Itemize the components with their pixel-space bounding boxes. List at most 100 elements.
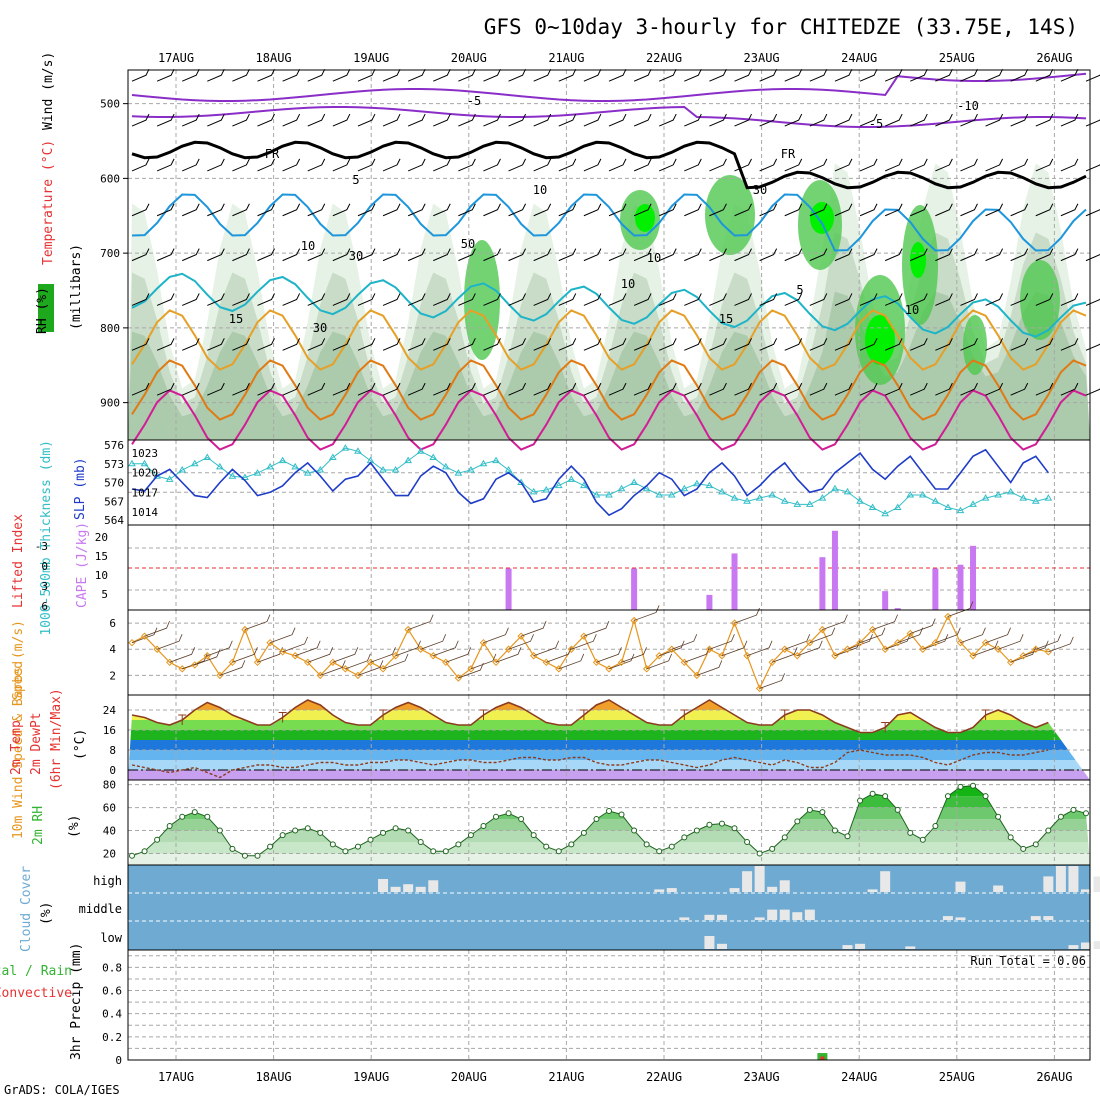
cloud-bar-low <box>716 943 727 949</box>
cape-bar <box>819 557 826 610</box>
wind-barb-10m <box>282 636 308 653</box>
wind-barb <box>332 293 351 306</box>
thickness-point <box>680 484 689 492</box>
wind-barb <box>433 203 451 217</box>
wind-barb <box>935 68 953 82</box>
wind-speed-point <box>329 658 337 667</box>
date-label-bottom: 20AUG <box>451 1070 487 1084</box>
wind-barb <box>508 158 527 172</box>
contour-label: 10 <box>905 303 919 317</box>
wind-speed-point <box>605 665 613 673</box>
thickness-point <box>554 481 563 489</box>
wind-barb <box>232 293 250 306</box>
rh2m-point <box>894 806 901 813</box>
wind-speed-point <box>894 638 902 647</box>
wind-barb <box>257 382 275 396</box>
wind-barb <box>508 203 527 217</box>
wind-barb <box>156 68 175 82</box>
cloud-bar-high <box>1068 866 1079 892</box>
wind-barb <box>382 248 401 262</box>
rh2m-point <box>166 822 173 829</box>
date-label-top: 20AUG <box>451 51 487 65</box>
wind-barb <box>207 68 225 82</box>
precip-tick-label: 0.8 <box>102 961 122 974</box>
cape-tick-label: 5 <box>101 588 108 601</box>
wind-barb <box>332 68 351 82</box>
contour-label: 10 <box>647 251 661 265</box>
cloud-axis-unit: (%) <box>39 902 54 925</box>
wind-barb-10m <box>972 640 999 657</box>
wind-barb <box>884 203 903 217</box>
wind-barb-10m <box>533 640 560 657</box>
wind-barb <box>659 68 677 82</box>
wind-barb <box>759 68 778 82</box>
wind-barb-10m <box>709 634 735 650</box>
rh2m-point <box>995 813 1002 820</box>
wind-barb <box>407 203 426 217</box>
wind-barb <box>884 382 903 396</box>
wind-barb-10m <box>433 640 459 657</box>
temp-axis-label-4: (°C) <box>73 729 88 760</box>
rh2m-point <box>606 808 612 815</box>
cape-axis-label: CAPE (J/kg) <box>75 522 90 608</box>
wind-barb <box>458 293 476 306</box>
wind-barb <box>558 113 577 127</box>
wind-barb <box>433 68 451 82</box>
thickness-point <box>667 491 676 498</box>
wind-barb-10m <box>182 653 208 670</box>
wind-speed-point <box>743 652 751 660</box>
wind-barb <box>583 68 602 82</box>
wind-barb <box>659 158 677 172</box>
wind-barb <box>533 338 552 351</box>
wind-barb <box>332 338 351 351</box>
rh2m-point <box>555 848 562 855</box>
wind-barb <box>332 203 351 217</box>
temp-minmax-bar <box>680 709 689 720</box>
wind-barb <box>834 113 853 127</box>
temp-color-band <box>128 750 1090 760</box>
temp-color-band <box>128 720 1090 730</box>
wind-speed-point <box>492 658 500 667</box>
wind-speed-point <box>354 671 362 680</box>
cloud-bar-low <box>1081 942 1091 949</box>
wind-speed-line <box>131 615 1049 691</box>
thickness-point <box>843 487 852 495</box>
rh2m-point <box>857 797 864 804</box>
wind-barb <box>558 158 577 172</box>
wind-barb <box>960 203 978 217</box>
wind-barb <box>633 382 652 396</box>
wind-speed-point <box>931 638 940 647</box>
wind-barb <box>232 248 250 262</box>
rh-color-band <box>128 819 1090 831</box>
rh2m-point <box>756 850 763 857</box>
wind-speed-point <box>919 645 927 653</box>
rh2m-point <box>141 848 148 855</box>
wind-barb <box>809 248 828 262</box>
wind-barb <box>382 382 401 396</box>
wind-speed-point <box>216 671 224 680</box>
wind-speed-point <box>517 632 525 640</box>
wind-barb <box>1010 248 1029 262</box>
wind-barb <box>759 248 778 262</box>
thickness-point <box>793 500 802 507</box>
wind-barb-10m <box>583 620 610 637</box>
wind-barb-10m <box>1035 634 1062 650</box>
wind-barb <box>282 203 301 217</box>
cape-bar <box>631 568 638 610</box>
date-label-top: 24AUG <box>841 51 877 65</box>
wind-barb <box>935 248 953 262</box>
wind-barb <box>633 248 652 262</box>
thickness-point <box>831 484 839 492</box>
wind-barb <box>659 203 677 217</box>
wind-barb <box>734 113 752 127</box>
cape-bar <box>706 594 713 610</box>
wind-barb <box>182 203 200 217</box>
wind-barb <box>784 248 803 262</box>
wind-barb <box>809 203 828 217</box>
wind-barb-10m <box>960 627 986 644</box>
wind-barb-10m <box>897 627 924 644</box>
wind-barb <box>960 293 978 306</box>
wind-barb <box>1010 338 1029 351</box>
cloud-bar-high <box>654 889 665 892</box>
